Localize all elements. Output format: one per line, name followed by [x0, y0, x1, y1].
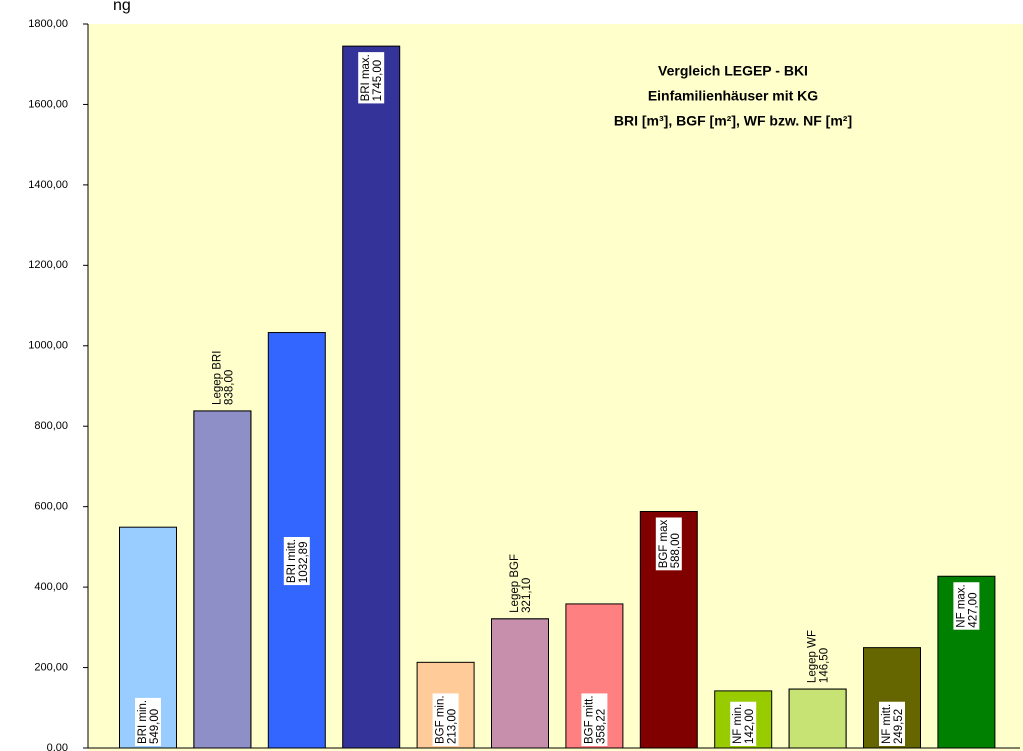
bar-label-text: BRI max.1745,00: [360, 54, 384, 101]
category-label: BRI min.: [137, 700, 149, 744]
label-box: [655, 517, 682, 571]
bar-label: Legep WF146,50: [807, 630, 831, 683]
value-label: 588,00: [670, 533, 682, 568]
category-label: Legep BRI: [211, 351, 223, 405]
annotation: Vergleich LEGEP - BKI: [658, 63, 808, 79]
bar-label-text: Legep WF146,50: [807, 630, 831, 683]
category-label: NF mitt.: [881, 704, 893, 744]
value-label: 1032,89: [298, 542, 310, 584]
bar-label-text: NF min.142,00: [732, 704, 756, 744]
bar: [342, 45, 401, 749]
bar-label-text: BGF max588,00: [658, 519, 682, 568]
category-label: NF min.: [732, 704, 744, 744]
y-tick-label: 400,00: [34, 581, 68, 593]
label-box: [358, 52, 385, 104]
y-tick-label: 0,00: [47, 742, 68, 751]
y-tick-label: 800,00: [34, 420, 68, 432]
value-label: 142,00: [744, 709, 756, 744]
y-tick-label: 600,00: [34, 501, 68, 513]
category-label: BGF max: [658, 519, 670, 568]
value-label: 358,22: [595, 709, 607, 744]
bar-hatch: [193, 410, 252, 749]
y-tick-label: 1600,00: [28, 98, 68, 110]
label-box: [581, 693, 608, 746]
bar-label-text: NF max.427,00: [955, 584, 979, 627]
value-label: 549,00: [149, 709, 161, 744]
bar-label: BRI max.1745,00: [358, 52, 385, 104]
bar-label: BRI mitt.1032,89: [283, 537, 310, 586]
value-label: 213,00: [447, 709, 459, 744]
category-label: BRI mitt.: [286, 539, 298, 583]
label-box: [135, 697, 161, 746]
bar-label: BRI min.549,00: [135, 697, 161, 746]
category-label: BRI max.: [360, 54, 372, 101]
bar-label-text: NF mitt.249,52: [881, 704, 905, 744]
bar-label-text: BRI min.549,00: [137, 700, 161, 744]
bar-label-text: Legep BRI838,00: [211, 351, 235, 405]
value-label: 249,52: [893, 709, 905, 744]
bar-label: BGF max588,00: [655, 517, 682, 571]
chart-title: ng: [113, 0, 131, 14]
label-box: [432, 693, 459, 746]
annotation: Einfamilienhäuser mit KG: [648, 88, 818, 104]
y-tick-label: 1200,00: [28, 259, 68, 271]
label-box: [879, 701, 905, 746]
y-tick-label: 1000,00: [28, 340, 68, 352]
annotation: BRI [m³], BGF [m²], WF bzw. NF [m²]: [614, 113, 852, 129]
bar-label: Legep BRI838,00: [211, 351, 235, 405]
bar-label: BGF min.213,00: [432, 693, 459, 746]
y-tick-label: 1400,00: [28, 179, 68, 191]
category-label: BGF mitt.: [583, 695, 595, 744]
bar-label: BGF mitt.358,22: [581, 693, 608, 746]
bar-hatch: [491, 618, 549, 749]
value-label: 1745,00: [372, 60, 384, 102]
label-box: [953, 582, 980, 630]
value-label: 838,00: [223, 370, 235, 405]
category-label: Legep BGF: [509, 554, 521, 613]
category-label: BGF min.: [435, 695, 447, 744]
bar-label-text: BGF mitt.358,22: [583, 695, 607, 744]
bar-label: NF min.142,00: [730, 701, 757, 746]
bar-label-text: Legep BGF321,10: [509, 554, 533, 613]
category-label: NF max.: [955, 584, 967, 627]
bar-label: Legep BGF321,10: [509, 554, 533, 613]
label-box: [283, 537, 310, 586]
value-label: 427,00: [967, 593, 979, 628]
bar-hatch: [788, 688, 847, 749]
bar-label-text: BGF min.213,00: [435, 695, 459, 744]
bar-label: NF max.427,00: [953, 582, 980, 630]
bar-label: NF mitt.249,52: [879, 701, 905, 746]
value-label: 321,10: [521, 578, 533, 613]
category-label: Legep WF: [807, 630, 819, 683]
y-tick-label: 200,00: [34, 661, 68, 673]
bar-label-text: BRI mitt.1032,89: [286, 539, 310, 583]
value-label: 146,50: [819, 648, 831, 683]
y-tick-label: 1800,00: [28, 18, 68, 30]
label-box: [730, 701, 757, 746]
